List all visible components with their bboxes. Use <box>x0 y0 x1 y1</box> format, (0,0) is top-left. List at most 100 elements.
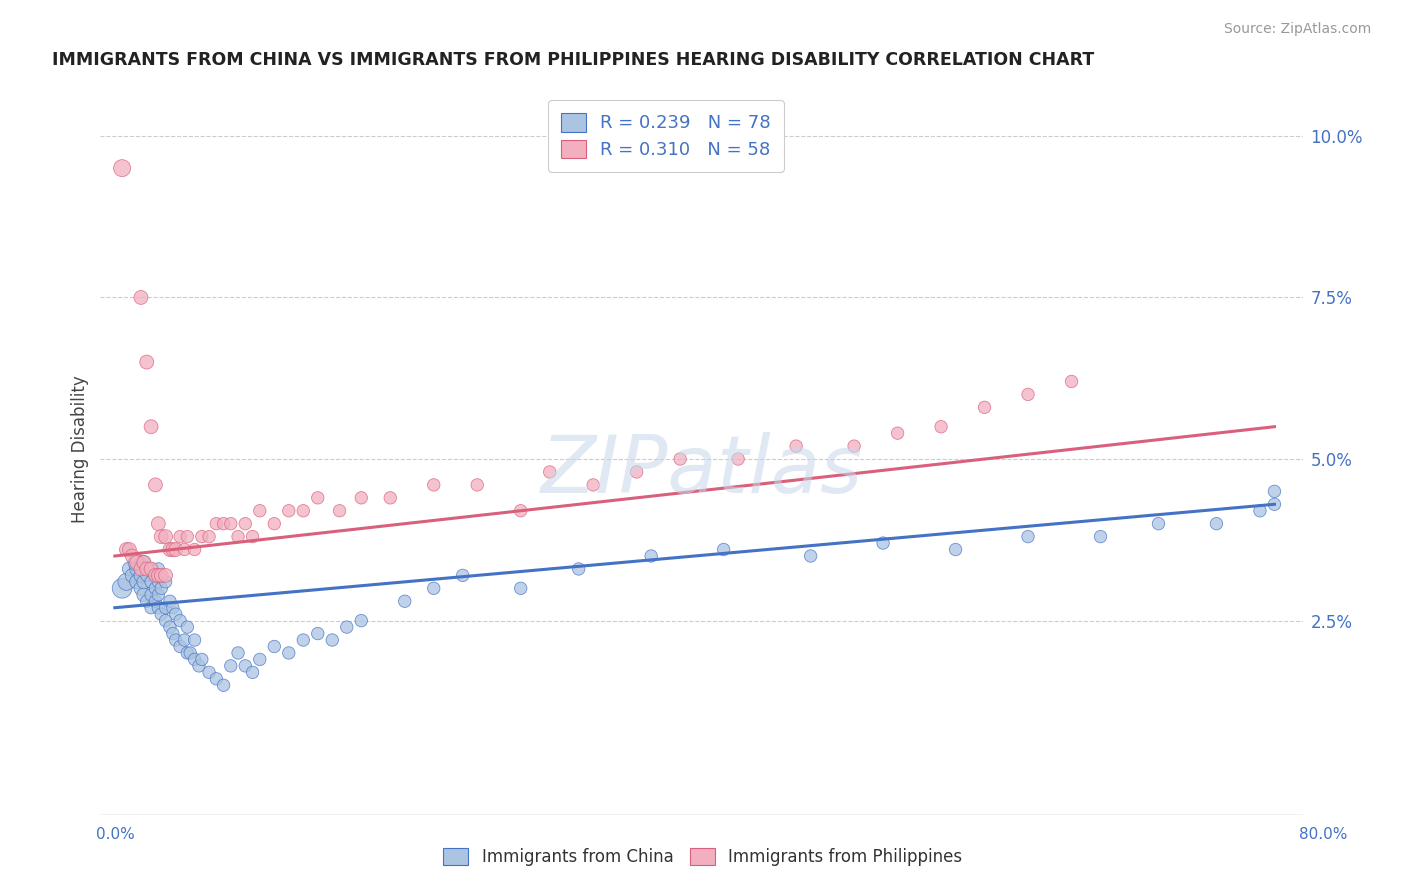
Point <box>162 626 184 640</box>
Point <box>198 530 221 544</box>
Point <box>263 640 285 654</box>
Point <box>150 530 173 544</box>
Point <box>191 652 214 666</box>
Point <box>249 652 271 666</box>
Point <box>350 491 373 505</box>
Point <box>165 607 187 622</box>
Text: 0.0%: 0.0% <box>96 827 135 842</box>
Point <box>465 478 488 492</box>
Point <box>148 588 170 602</box>
Point <box>422 478 444 492</box>
Point <box>582 478 605 492</box>
Point <box>121 549 143 563</box>
Point <box>162 542 184 557</box>
Point <box>198 665 221 680</box>
Point <box>226 530 249 544</box>
Point <box>1017 387 1039 401</box>
Point <box>179 646 201 660</box>
Point <box>800 549 823 563</box>
Point <box>212 516 235 531</box>
Point <box>135 562 157 576</box>
Point <box>233 516 256 531</box>
Point <box>169 614 191 628</box>
Point <box>872 536 894 550</box>
Point <box>226 646 249 660</box>
Point <box>183 652 205 666</box>
Point <box>155 614 177 628</box>
Point <box>242 665 264 680</box>
Legend: Immigrants from China, Immigrants from Philippines: Immigrants from China, Immigrants from P… <box>434 840 972 875</box>
Point <box>155 574 177 589</box>
Point <box>145 594 167 608</box>
Point <box>145 568 167 582</box>
Point <box>176 620 198 634</box>
Point <box>422 582 444 596</box>
Point <box>183 633 205 648</box>
Point <box>176 530 198 544</box>
Point <box>249 504 271 518</box>
Point <box>169 640 191 654</box>
Point <box>139 419 162 434</box>
Point <box>125 556 148 570</box>
Point <box>205 516 228 531</box>
Point <box>394 594 416 608</box>
Point <box>307 626 329 640</box>
Point <box>159 594 181 608</box>
Point <box>132 556 155 570</box>
Point <box>111 582 134 596</box>
Point <box>219 659 242 673</box>
Point <box>132 574 155 589</box>
Text: IMMIGRANTS FROM CHINA VS IMMIGRANTS FROM PHILIPPINES HEARING DISABILITY CORRELAT: IMMIGRANTS FROM CHINA VS IMMIGRANTS FROM… <box>52 51 1094 69</box>
Point <box>886 426 908 441</box>
Point <box>139 562 162 576</box>
Point <box>191 530 214 544</box>
Point <box>1090 530 1112 544</box>
Point <box>145 568 167 582</box>
Point <box>135 594 157 608</box>
Text: 80.0%: 80.0% <box>1299 827 1347 842</box>
Point <box>129 290 152 304</box>
Point <box>125 556 148 570</box>
Point <box>713 542 735 557</box>
Point <box>451 568 474 582</box>
Point <box>118 542 141 557</box>
Point <box>350 614 373 628</box>
Point <box>118 562 141 576</box>
Point <box>132 588 155 602</box>
Point <box>785 439 807 453</box>
Point <box>159 620 181 634</box>
Point <box>132 556 155 570</box>
Point <box>233 659 256 673</box>
Point <box>129 582 152 596</box>
Point <box>1249 504 1271 518</box>
Point <box>183 542 205 557</box>
Point <box>148 574 170 589</box>
Point <box>380 491 402 505</box>
Point <box>148 600 170 615</box>
Point <box>135 568 157 582</box>
Point <box>929 419 952 434</box>
Point <box>292 633 315 648</box>
Point <box>148 568 170 582</box>
Point <box>219 516 242 531</box>
Point <box>162 600 184 615</box>
Point <box>165 542 187 557</box>
Point <box>307 491 329 505</box>
Point <box>212 678 235 692</box>
Point <box>842 439 865 453</box>
Point <box>150 568 173 582</box>
Point <box>148 516 170 531</box>
Point <box>973 401 995 415</box>
Point <box>187 659 209 673</box>
Point <box>321 633 343 648</box>
Text: Source: ZipAtlas.com: Source: ZipAtlas.com <box>1223 22 1371 37</box>
Point <box>336 620 359 634</box>
Y-axis label: Hearing Disability: Hearing Disability <box>72 376 89 524</box>
Point <box>169 530 191 544</box>
Point <box>129 562 152 576</box>
Point <box>148 562 170 576</box>
Point <box>292 504 315 518</box>
Point <box>640 549 662 563</box>
Point <box>155 530 177 544</box>
Point <box>125 562 148 576</box>
